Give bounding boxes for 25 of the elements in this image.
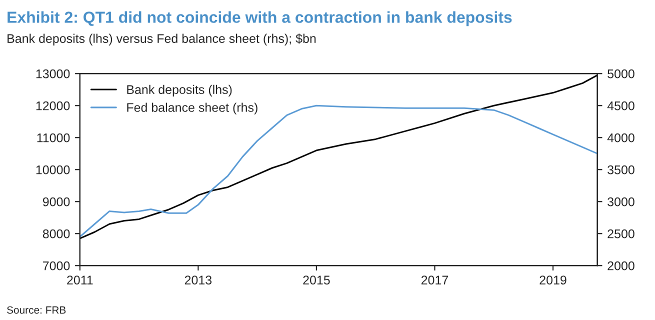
y-tick-label: 11000 <box>37 133 70 142</box>
legend-label: Bank deposits (lhs) <box>127 84 232 96</box>
x-tick-label: 2011 <box>67 276 93 285</box>
y2-tick-label: 2000 <box>608 261 634 270</box>
y-tick-label: 12000 <box>36 101 70 110</box>
legend-label: Fed balance sheet (rhs) <box>127 102 258 114</box>
y-tick-label: 9000 <box>42 197 70 206</box>
x-tick-label: 2019 <box>540 276 566 285</box>
chart-subtitle: Bank deposits (lhs) versus Fed balance sheet (rhs); $bn <box>8 34 316 46</box>
y-tick-label: 7000 <box>43 261 70 270</box>
chart-title: Exhibit 2: QT1 did not coincide with a contraction in bank deposits <box>8 11 512 26</box>
y2-tick-label: 4500 <box>607 101 634 110</box>
y2-tick-label: 5000 <box>608 69 634 78</box>
x-tick-label: 2017 <box>421 276 448 285</box>
y-tick-label: 8000 <box>42 229 70 238</box>
y2-tick-label: 3500 <box>608 165 634 174</box>
y-tick-label: 10000 <box>36 165 70 174</box>
source-note: Source: FRB <box>7 306 66 314</box>
line-series <box>80 104 598 238</box>
x-tick-label: 2015 <box>303 276 330 285</box>
y2-tick-label: 2500 <box>608 229 634 238</box>
y2-tick-label: 3000 <box>608 197 634 206</box>
x-tick-label: 2013 <box>184 276 212 285</box>
y2-tick-label: 4000 <box>607 133 634 142</box>
y-tick-label: 13000 <box>36 69 70 78</box>
